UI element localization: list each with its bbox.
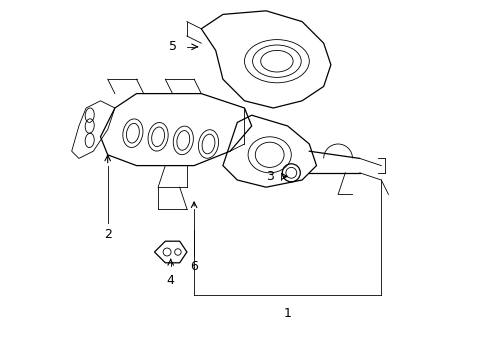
Text: 1: 1 [283,307,291,320]
Text: 5: 5 [168,40,176,53]
Text: 6: 6 [190,260,198,273]
Text: 4: 4 [166,274,174,287]
Text: 2: 2 [103,228,111,240]
Text: 3: 3 [265,170,273,183]
